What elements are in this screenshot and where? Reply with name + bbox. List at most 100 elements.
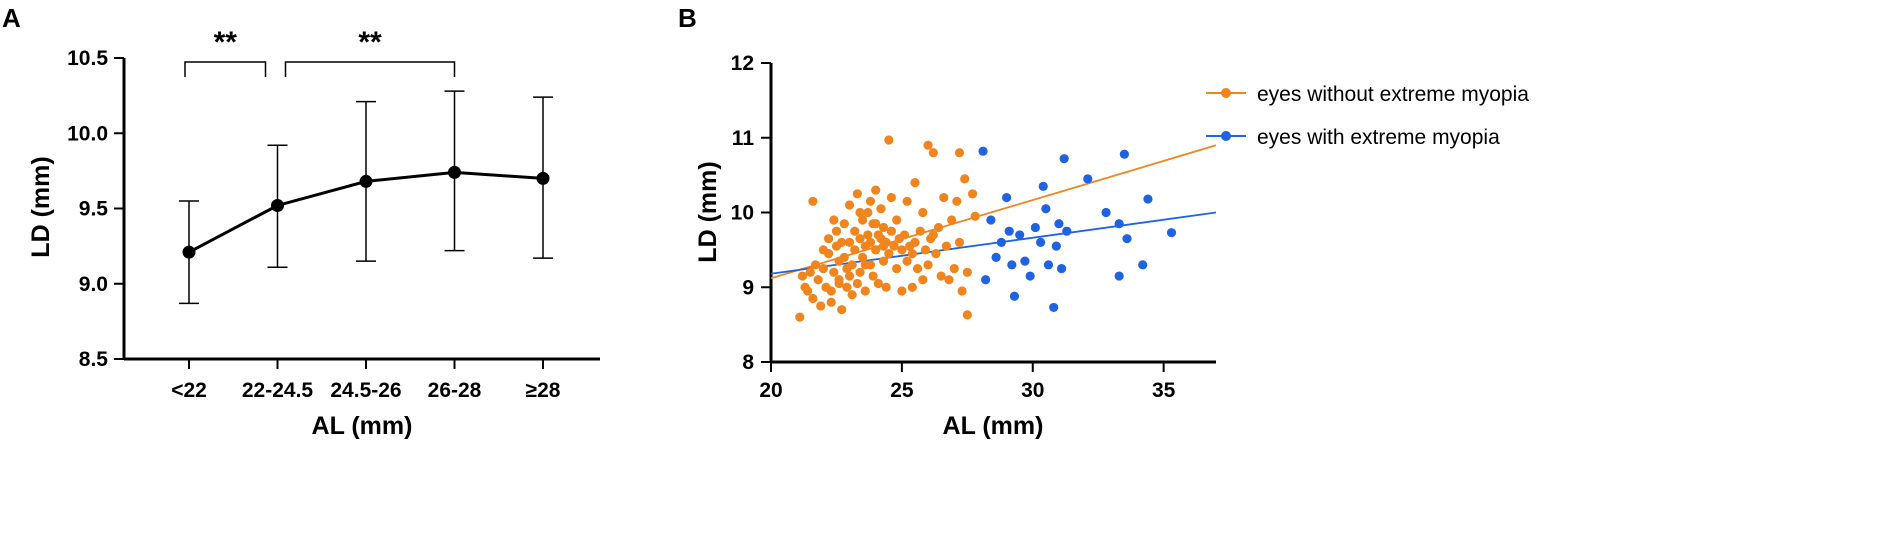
scatter-point-with-extreme [1041, 204, 1051, 214]
scatter-point-without-extreme [884, 249, 894, 259]
panel-a-y-title: LD (mm) [27, 156, 55, 257]
scatter-point-without-extreme [865, 237, 876, 247]
scatter-point-without-extreme [803, 286, 813, 296]
scatter-point-with-extreme [1030, 222, 1040, 233]
scatter-point-without-extreme [878, 241, 889, 251]
panel-a-xtick-label: 22-24.5 [242, 379, 314, 402]
scatter-point-without-extreme [829, 267, 839, 277]
scatter-point-without-extreme [878, 256, 889, 266]
scatter-point-without-extreme [960, 174, 970, 184]
scatter-point-without-extreme [855, 234, 865, 244]
panel-a-xtick-label: 24.5-26 [330, 379, 401, 402]
scatter-point-without-extreme [889, 241, 899, 251]
scatter-point-without-extreme [871, 185, 881, 195]
scatter-point-without-extreme [805, 267, 815, 277]
scatter-point-without-extreme [855, 207, 865, 218]
panel-b-xtick-label: 20 [759, 379, 782, 402]
scatter-point-without-extreme [897, 286, 907, 296]
scatter-point-without-extreme [808, 196, 818, 206]
scatter-point-without-extreme [918, 275, 928, 285]
scatter-point-without-extreme [923, 260, 933, 270]
scatter-point-without-extreme [839, 252, 849, 262]
scatter-point-without-extreme [863, 230, 873, 240]
scatter-point-without-extreme [876, 204, 886, 214]
scatter-point-without-extreme [892, 263, 902, 274]
scatter-point-without-extreme [863, 207, 873, 218]
panel-a-ytick-label: 9.0 [79, 273, 108, 296]
scatter-point-with-extreme [1043, 260, 1054, 270]
panel-a-xtick-label: <22 [171, 379, 207, 402]
scatter-point-without-extreme [952, 196, 962, 206]
scatter-point-without-extreme [939, 192, 949, 203]
scatter-point-without-extreme [886, 192, 897, 203]
scatter-point-without-extreme [920, 245, 931, 255]
scatter-point-with-extreme [1083, 174, 1093, 184]
scatter-point-with-extreme [1138, 260, 1148, 270]
panel-a-ytick-label: 8.5 [79, 348, 109, 371]
scatter-point-with-extreme [1001, 192, 1012, 203]
significance-label: ** [214, 26, 238, 59]
panel-a-ytick-label: 9.5 [79, 198, 109, 221]
panel-b-xtick-label: 30 [1021, 379, 1044, 402]
scatter-point-without-extreme [918, 207, 928, 218]
scatter-point-without-extreme [816, 301, 826, 311]
panel-b-legend: eyes without extreme myopia eyes with ex… [1206, 83, 1529, 149]
panel-b-ytick-label: 11 [732, 127, 755, 150]
legend-item-without-extreme: eyes without extreme myopia [1206, 83, 1529, 106]
scatter-point-without-extreme [915, 226, 925, 236]
scatter-point-without-extreme [823, 234, 834, 244]
scatter-point-with-extreme [1015, 230, 1025, 240]
panel-a-mean-point [448, 165, 461, 179]
scatter-point-without-extreme [797, 271, 808, 281]
scatter-point-without-extreme [871, 219, 881, 229]
scatter-point-with-extreme [1025, 271, 1035, 281]
panel-b-label: B [678, 3, 697, 33]
scatter-point-without-extreme [899, 230, 910, 240]
panel-a-label: A [2, 3, 21, 33]
scatter-point-without-extreme [839, 219, 849, 229]
scatter-point-with-extreme [1051, 241, 1061, 251]
scatter-point-without-extreme [892, 215, 902, 225]
scatter-point-without-extreme [858, 252, 868, 262]
scatter-point-with-extreme [1009, 291, 1020, 301]
scatter-point-without-extreme [941, 241, 951, 251]
panel-a-mean-point [536, 171, 550, 185]
scatter-point-without-extreme [860, 286, 870, 296]
panel-b-plot: 8 9 10 11 12 20 25 30 35 [731, 52, 1217, 402]
scatter-point-without-extreme [947, 215, 957, 225]
scatter-point-without-extreme [858, 215, 868, 225]
scatter-point-with-extreme [996, 237, 1006, 247]
significance-bracket [284, 61, 456, 77]
scatter-point-with-extreme [986, 215, 996, 225]
significance-label: ** [358, 26, 382, 59]
scatter-point-without-extreme [818, 263, 828, 274]
scatter-point-with-extreme [1166, 228, 1177, 238]
panel-b-y-title: LD (mm) [694, 161, 722, 262]
scatter-point-without-extreme [881, 282, 891, 292]
scatter-point-without-extreme [860, 260, 870, 270]
panel-a-mean-point [359, 174, 373, 188]
panel-a-x-title: AL (mm) [312, 412, 413, 440]
legend-marker-blue [1221, 131, 1231, 141]
scatter-point-without-extreme [795, 312, 805, 322]
scatter-point-with-extreme [1020, 256, 1030, 266]
scatter-point-without-extreme [826, 297, 836, 307]
scatter-point-without-extreme [855, 267, 865, 277]
scatter-point-without-extreme [967, 189, 978, 199]
scatter-point-with-extreme [1054, 219, 1064, 229]
fit-line-with-extreme [770, 211, 1217, 275]
scatter-point-without-extreme [873, 278, 883, 289]
panel-b-ytick-label: 10 [731, 202, 754, 225]
panel-a-xtick-label: 26-28 [428, 379, 482, 402]
scatter-point-without-extreme [912, 263, 923, 274]
scatter-point-without-extreme [931, 249, 941, 259]
legend-item-with-extreme: eyes with extreme myopia [1206, 126, 1500, 149]
scatter-point-without-extreme [844, 200, 855, 210]
scatter-point-without-extreme [837, 305, 847, 315]
scatter-point-with-extreme [978, 146, 988, 156]
scatter-point-without-extreme [954, 148, 965, 158]
panel-a-plot: 8.5 9.0 9.5 10.0 10.5 <22 22-24.5 24.5-26 26-28… [67, 26, 600, 402]
panel-b-ytick-label: 9 [742, 276, 754, 299]
scatter-point-without-extreme [878, 222, 889, 233]
scatter-point-with-extreme [1059, 154, 1069, 164]
